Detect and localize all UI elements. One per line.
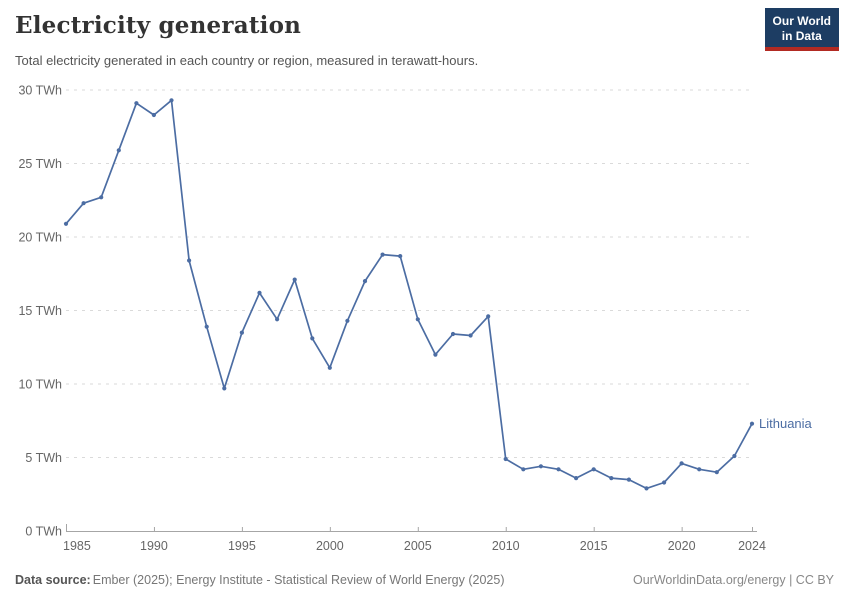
data-point-marker[interactable] [310, 336, 315, 341]
data-point-marker[interactable] [644, 486, 649, 491]
data-point-marker[interactable] [626, 477, 632, 482]
data-point-marker[interactable] [556, 467, 561, 472]
x-axis-tick-label: 1985 [63, 539, 91, 553]
data-point-marker[interactable] [468, 333, 473, 338]
data-point-marker[interactable] [362, 279, 368, 284]
data-point-marker[interactable] [521, 467, 526, 472]
data-point-marker[interactable] [275, 317, 280, 322]
y-axis-tick-label: 0 TWh [25, 525, 62, 539]
page-title: Electricity generation [15, 12, 302, 39]
data-point-marker[interactable] [503, 456, 508, 462]
data-point-marker[interactable] [574, 476, 579, 481]
data-source-note: Data source: Ember (2025); Energy Institu… [15, 573, 504, 587]
owid-logo-line1: Our World [772, 14, 831, 28]
x-axis-tick-label: 2024 [738, 539, 766, 553]
y-axis-tick-label: 5 TWh [25, 451, 62, 465]
x-axis-tick-label: 2000 [316, 539, 344, 553]
owid-logo[interactable]: Our World in Data [764, 8, 839, 51]
x-axis-tick-label: 2015 [580, 539, 608, 553]
data-point-marker[interactable] [239, 330, 244, 335]
attribution-link[interactable]: OurWorldinData.org/energy | CC BY [632, 573, 834, 587]
y-axis-tick-label: 20 TWh [18, 231, 62, 245]
data-point-marker[interactable] [415, 317, 420, 322]
data-point-marker[interactable] [187, 258, 192, 263]
data-point-marker[interactable] [486, 314, 491, 319]
data-point-marker[interactable] [591, 467, 596, 472]
x-axis-tick-label: 1995 [228, 539, 256, 553]
data-point-marker[interactable] [327, 365, 332, 370]
data-source-text: Ember (2025); Energy Institute - Statist… [92, 573, 505, 587]
data-point-marker[interactable] [398, 254, 403, 259]
data-point-marker[interactable] [81, 201, 86, 206]
series-label-lithuania[interactable]: Lithuania [759, 416, 813, 431]
data-point-marker[interactable] [609, 476, 614, 481]
data-source-label: Data source: [15, 573, 91, 587]
chart-subtitle: Total electricity generated in each coun… [15, 53, 479, 68]
data-point-marker[interactable] [116, 148, 121, 153]
chart-footer: Data source: Ember (2025); Energy Institu… [15, 573, 834, 587]
data-point-marker[interactable] [169, 98, 174, 103]
data-point-marker[interactable] [222, 386, 227, 391]
data-point-marker[interactable] [433, 352, 438, 357]
x-axis-tick-label: 2010 [492, 539, 520, 553]
data-point-marker[interactable] [151, 112, 156, 118]
data-point-marker[interactable] [257, 290, 262, 295]
data-point-marker[interactable] [714, 470, 719, 475]
data-point-marker[interactable] [292, 277, 297, 282]
x-axis-tick-label: 1990 [140, 539, 168, 553]
y-axis-tick-label: 10 TWh [18, 378, 62, 392]
data-point-marker[interactable] [538, 464, 544, 469]
data-point-marker[interactable] [380, 252, 385, 257]
data-point-marker[interactable] [99, 195, 104, 200]
data-point-marker[interactable] [63, 221, 69, 226]
owid-logo-line2: in Data [781, 29, 822, 43]
data-point-marker[interactable] [697, 467, 702, 472]
data-point-marker[interactable] [450, 331, 456, 337]
y-axis-tick-label: 25 TWh [18, 157, 62, 171]
series-line-lithuania[interactable] [65, 99, 753, 490]
x-axis-tick-label: 2020 [668, 539, 696, 553]
data-point-marker[interactable] [679, 461, 684, 466]
data-point-marker[interactable] [345, 318, 350, 323]
x-axis-tick-label: 2005 [404, 539, 432, 553]
data-point-marker[interactable] [749, 421, 755, 426]
data-point-marker[interactable] [732, 453, 737, 459]
data-point-marker[interactable] [204, 324, 209, 329]
data-point-marker[interactable] [134, 101, 139, 106]
y-axis-tick-label: 15 TWh [18, 304, 62, 318]
y-axis-tick-label: 30 TWh [18, 84, 62, 98]
data-point-marker[interactable] [662, 480, 667, 485]
